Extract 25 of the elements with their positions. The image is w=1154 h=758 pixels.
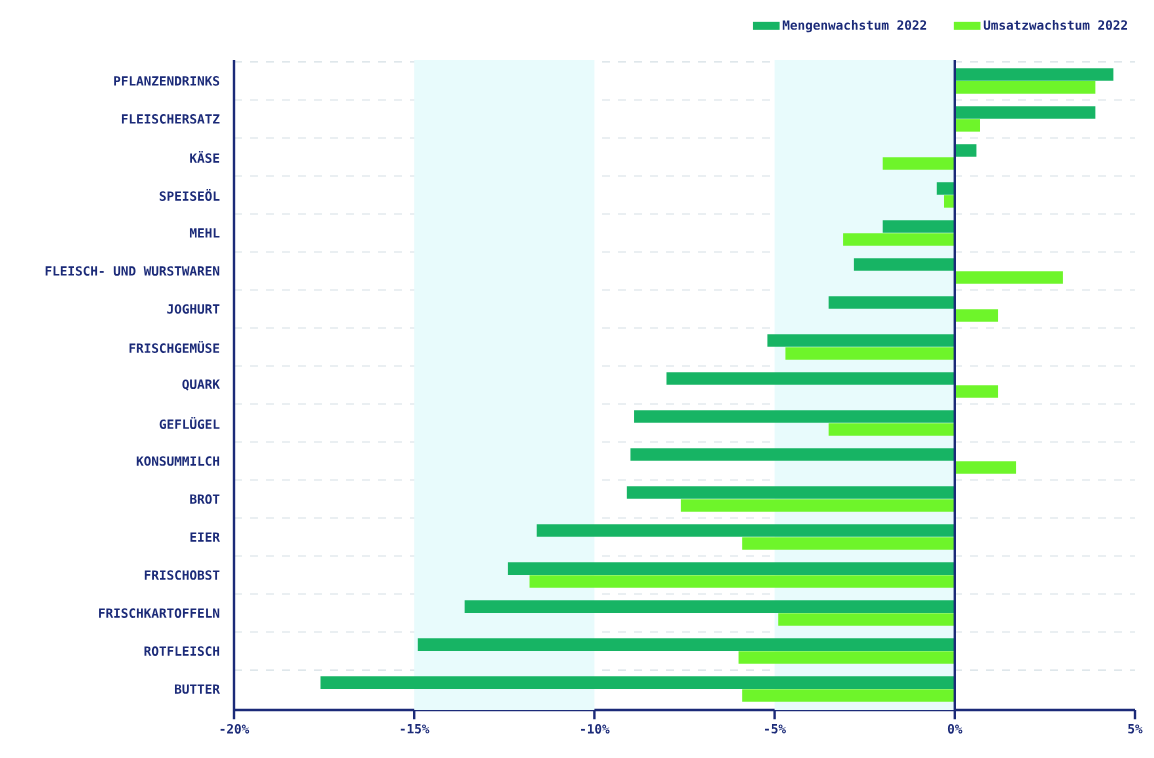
y-tick-label: FRISCHGEMÜSE xyxy=(129,341,220,353)
y-tick-label: FLEISCH- UND WURSTWAREN xyxy=(45,266,220,276)
y-tick-label: FRISCHOBST xyxy=(144,570,220,580)
x-tick-label: 5% xyxy=(1128,724,1143,734)
y-tick-label: SPEISEÖL xyxy=(159,188,220,201)
y-tick-label: PFLANZENDRINKS xyxy=(114,76,220,86)
y-tick-label: BUTTER xyxy=(174,684,220,694)
y-tick-label: ROTFLEISCH xyxy=(144,646,220,656)
y-tick-label: BROT xyxy=(190,494,220,504)
y-tick-label: FRISCHKARTOFFELN xyxy=(99,608,220,618)
y-tick-label: FLEISCHERSATZ xyxy=(121,114,220,124)
x-tick-label: -5% xyxy=(765,724,786,734)
y-tick-label: QUARK xyxy=(182,379,220,391)
y-tick-label: KÄSE xyxy=(190,150,220,163)
x-tick-label: -15% xyxy=(400,724,430,734)
y-tick-label: GEFLÜGEL xyxy=(159,417,220,429)
legend-label: Umsatzwachstum 2022 xyxy=(983,20,1128,30)
y-tick-label: JOGHURT xyxy=(167,304,220,314)
x-tick-label: 0% xyxy=(947,724,963,734)
x-tick-label: -10% xyxy=(581,724,610,734)
y-tick-label: KONSUMMILCH xyxy=(136,456,220,466)
y-tick-label: EIER xyxy=(190,532,220,542)
y-tick-label: MEHL xyxy=(189,228,220,238)
legend-label: Mengenwachstum 2022 xyxy=(782,20,927,33)
x-tick-label: -20% xyxy=(220,724,250,734)
